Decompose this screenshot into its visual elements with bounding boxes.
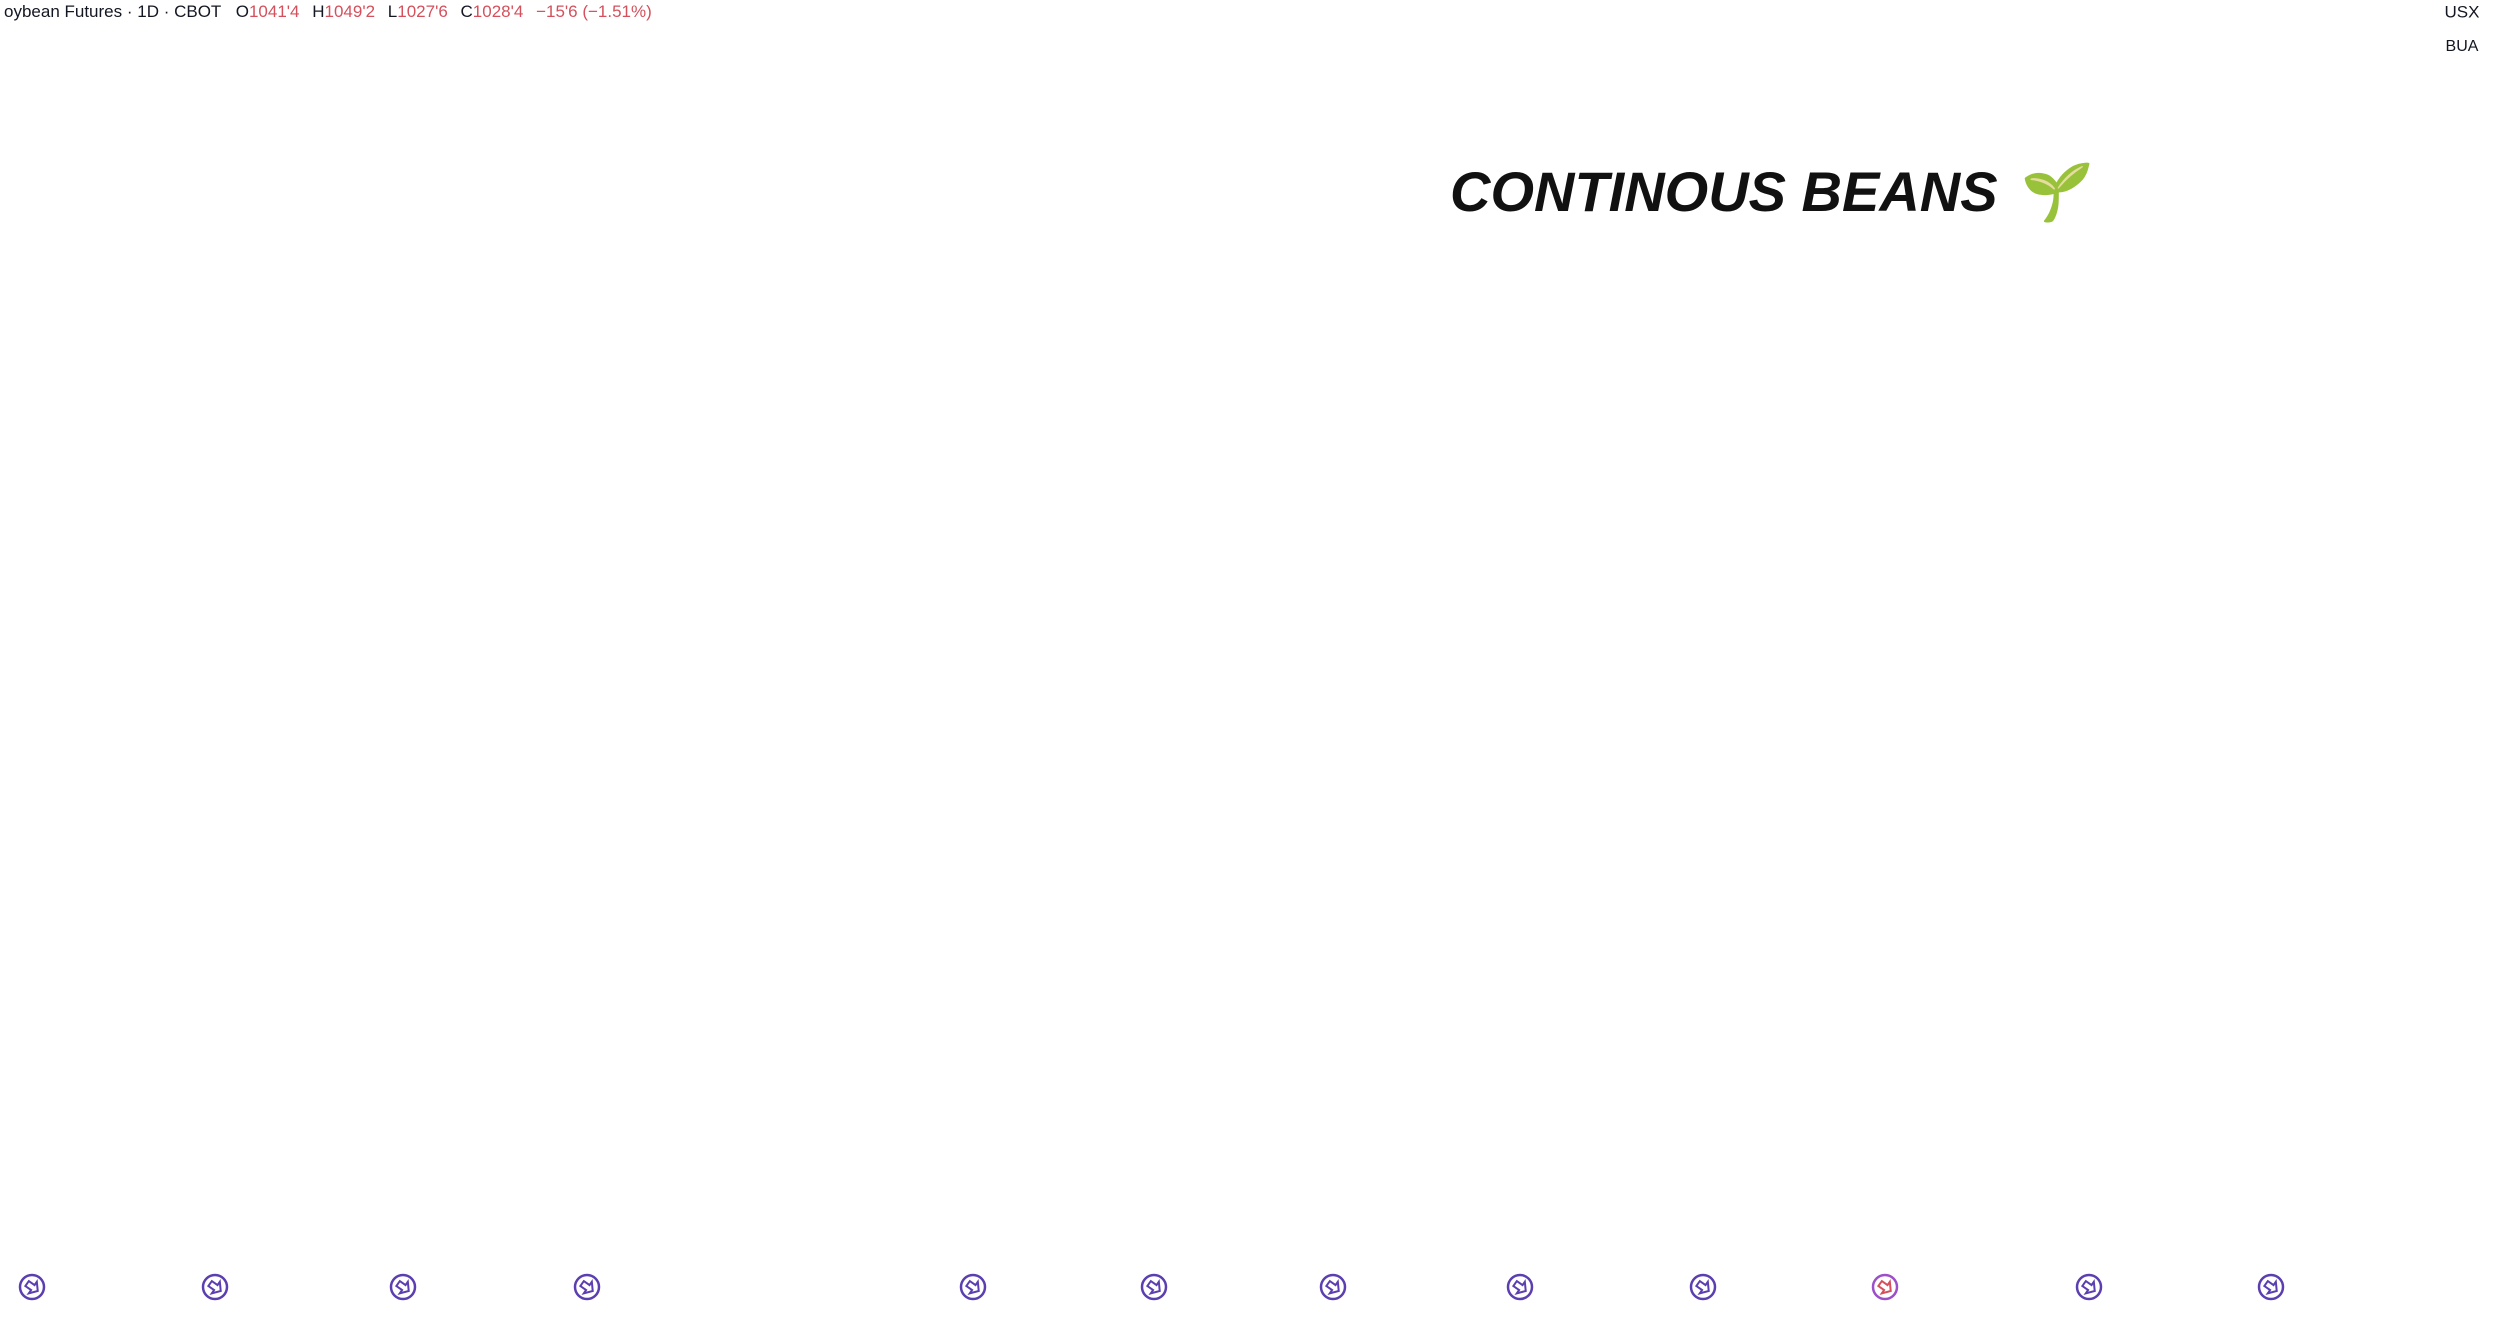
event-icon-arrow [2080,1279,2096,1295]
event-icon-ring [201,1273,229,1301]
open-key: O [236,2,249,21]
event-icon-arrow [394,1279,410,1295]
event-icon-ring [2257,1273,2285,1301]
event-icon-arrow [1694,1279,1710,1295]
unit: USX [2445,2,2480,21]
event-icon [201,1273,229,1301]
high-key: H [312,2,324,21]
event-icon-ring [1506,1273,1534,1301]
event-icon-ring [959,1273,987,1301]
event-icons [18,1273,2285,1301]
event-icon-ring [573,1273,601,1301]
unit: BUA [2446,38,2479,55]
event-icon-arrow [1876,1279,1892,1295]
event-icon-arrow [2262,1279,2278,1295]
event-icon [1871,1273,1899,1301]
event-icon-ring [1871,1273,1899,1301]
event-icon-ring [1140,1273,1168,1301]
event-icon [2075,1273,2103,1301]
event-icon-ring [18,1273,46,1301]
event-icon-arrow [1324,1279,1340,1295]
event-icon-ring [1319,1273,1347,1301]
event-icon [1319,1273,1347,1301]
event-icon [1689,1273,1717,1301]
event-icon [1506,1273,1534,1301]
event-icon [1140,1273,1168,1301]
event-icon-ring [1689,1273,1717,1301]
change: −15'6 (−1.51%) [536,2,652,21]
close-value: 1028'4 [473,2,524,21]
symbol: oybean Futures · 1D · CBOT [4,2,221,21]
low-key: L [388,2,397,21]
event-icon-ring [389,1273,417,1301]
event-icon [959,1273,987,1301]
event-icon-arrow [1145,1279,1161,1295]
close-key: C [461,2,473,21]
event-icon-arrow [964,1279,980,1295]
header: oybean Futures · 1D · CBOT O1041'4 H1049… [4,2,652,21]
event-icon [573,1273,601,1301]
event-icon-arrow [578,1279,594,1295]
event-icon-arrow [23,1279,39,1295]
event-icon-arrow [206,1279,222,1295]
open-value: 1041'4 [249,2,300,21]
event-icon [2257,1273,2285,1301]
event-icon-arrow [1511,1279,1527,1295]
event-icon [18,1273,46,1301]
event-icon-ring [2075,1273,2103,1301]
chart-title: CONTINOUS BEANS 🌱 [1450,160,2092,224]
high-value: 1049'2 [325,2,376,21]
event-icon [389,1273,417,1301]
low-value: 1027'6 [397,2,448,21]
